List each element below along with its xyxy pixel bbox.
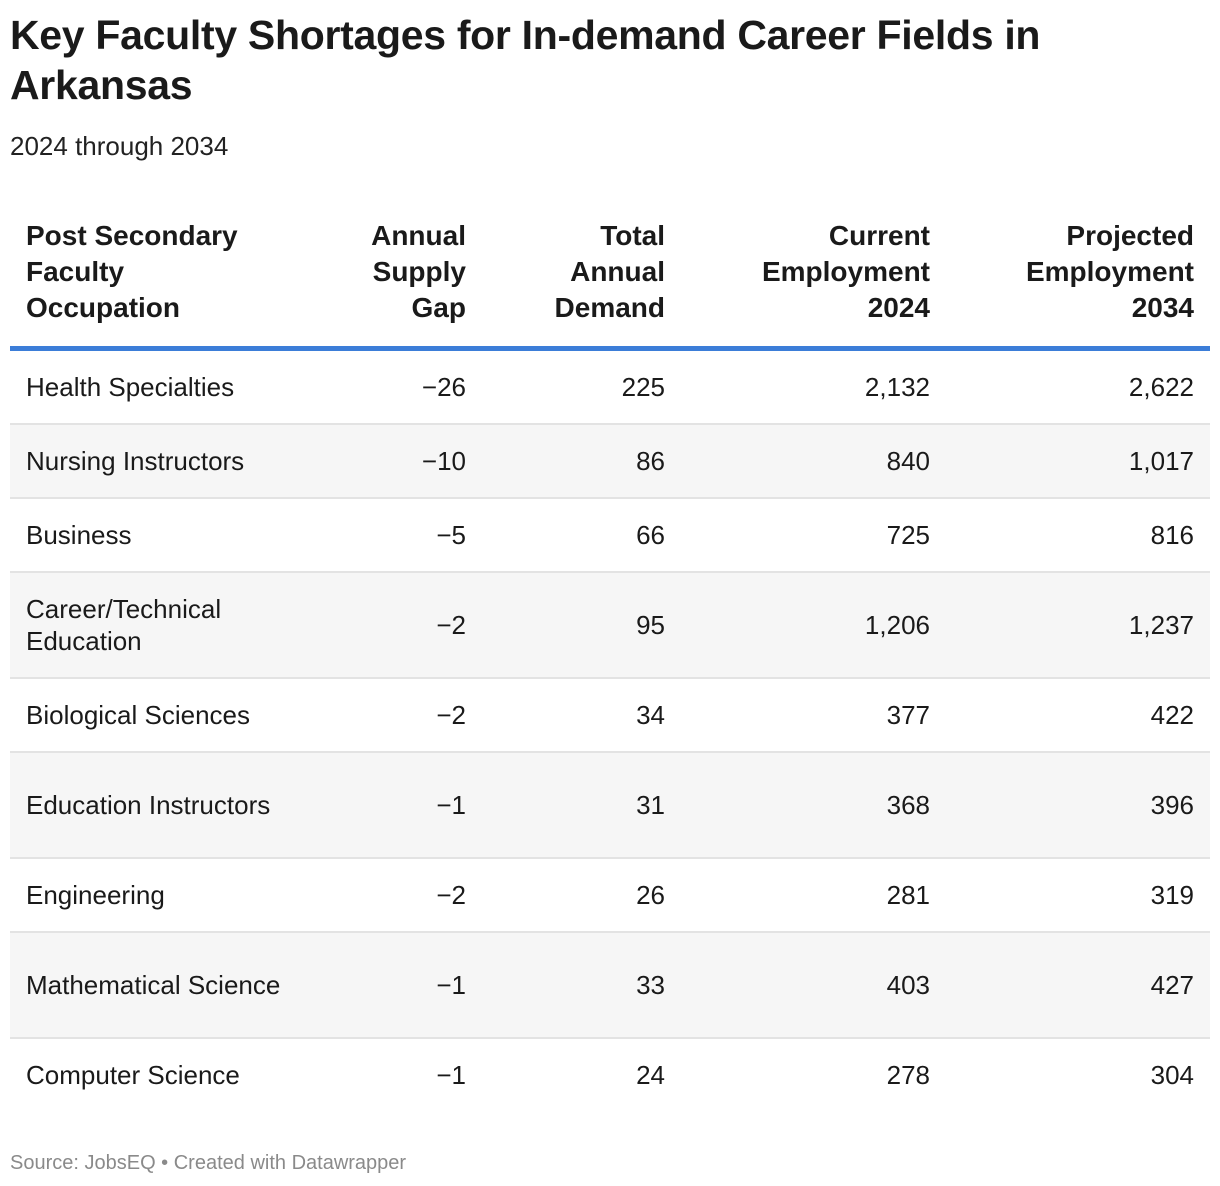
cell-total-demand: 31 bbox=[482, 752, 681, 859]
data-table: Post Secondary Faculty Occupation Annual… bbox=[10, 218, 1210, 1111]
cell-supply-gap: −10 bbox=[306, 424, 482, 499]
chart-title: Key Faculty Shortages for In-demand Care… bbox=[10, 12, 1041, 108]
table-header: Post Secondary Faculty Occupation Annual… bbox=[10, 218, 1210, 351]
cell-current-employment: 403 bbox=[681, 932, 946, 1039]
table-row: Career/Technical Education −2 95 1,206 1… bbox=[10, 572, 1210, 679]
cell-projected-employment: 396 bbox=[946, 752, 1210, 859]
cell-supply-gap: −26 bbox=[306, 348, 482, 425]
cell-supply-gap: −5 bbox=[306, 498, 482, 573]
cell-current-employment: 377 bbox=[681, 678, 946, 753]
cell-occupation: Career/Technical Education bbox=[10, 572, 306, 679]
cell-projected-employment: 816 bbox=[946, 498, 1210, 573]
cell-occupation: Nursing Instructors bbox=[10, 424, 306, 499]
header-row: Post Secondary Faculty Occupation Annual… bbox=[10, 218, 1210, 351]
cell-projected-employment: 304 bbox=[1150, 1060, 1194, 1090]
cell-total-demand: 66 bbox=[482, 498, 681, 573]
cell-supply-gap: −2 bbox=[306, 572, 482, 679]
cell-total-demand: 86 bbox=[482, 424, 681, 499]
cell-supply-gap: −1 bbox=[306, 932, 482, 1039]
cell-supply-gap: −1 bbox=[306, 752, 482, 859]
chart-container: Key Faculty Shortages for In-demand Care… bbox=[10, 10, 1210, 1090]
table-row: Engineering −2 26 281 319 bbox=[10, 858, 1210, 933]
cell-projected-employment: 319 bbox=[946, 858, 1210, 933]
cell-projected-employment: 1,237 bbox=[946, 572, 1210, 679]
cell-current-employment: 1,206 bbox=[681, 572, 946, 679]
column-header-current-employment[interactable]: Current Employment 2024 bbox=[681, 218, 946, 351]
cell-current-employment: 368 bbox=[681, 752, 946, 859]
cell-total-demand: 225 bbox=[482, 348, 681, 425]
cell-projected-employment: 2,622 bbox=[946, 348, 1210, 425]
cell-projected-employment: 427 bbox=[946, 932, 1210, 1039]
cell-current-employment: 840 bbox=[681, 424, 946, 499]
cell-total-demand: 24 bbox=[636, 1060, 665, 1090]
chart-subtitle: 2024 through 2034 bbox=[10, 131, 229, 161]
column-header-supply-gap[interactable]: Annual Supply Gap bbox=[306, 218, 482, 351]
cell-occupation: Biological Sciences bbox=[10, 678, 306, 753]
table-row: Business −5 66 725 816 bbox=[10, 498, 1210, 573]
cell-occupation: Education Instructors bbox=[10, 752, 306, 859]
table-row: Biological Sciences −2 34 377 422 bbox=[10, 678, 1210, 753]
cell-supply-gap: −2 bbox=[306, 678, 482, 753]
cell-projected-employment: 1,017 bbox=[946, 424, 1210, 499]
table-row: Health Specialties −26 225 2,132 2,622 bbox=[10, 348, 1210, 425]
cell-supply-gap: −2 bbox=[306, 858, 482, 933]
cell-current-employment: 2,132 bbox=[681, 348, 946, 425]
table-body: Health Specialties −26 225 2,132 2,622 N… bbox=[10, 348, 1210, 1112]
table-row: Nursing Instructors −10 86 840 1,017 bbox=[10, 424, 1210, 499]
cell-occupation: Mathematical Science bbox=[10, 932, 306, 1039]
cell-current-employment: 278 bbox=[886, 1060, 930, 1090]
cell-occupation: Health Specialties bbox=[10, 348, 306, 425]
cell-total-demand: 26 bbox=[482, 858, 681, 933]
cell-total-demand: 34 bbox=[482, 678, 681, 753]
column-header-occupation[interactable]: Post Secondary Faculty Occupation bbox=[10, 218, 306, 351]
cell-projected-employment: 422 bbox=[946, 678, 1210, 753]
cell-current-employment: 281 bbox=[681, 858, 946, 933]
table-row: Mathematical Science −1 33 403 427 bbox=[10, 932, 1210, 1039]
cell-occupation: Business bbox=[10, 498, 306, 573]
cell-current-employment: 725 bbox=[681, 498, 946, 573]
column-header-projected-employment[interactable]: Projected Employment 2034 bbox=[946, 218, 1210, 351]
table-row: Education Instructors −1 31 368 396 bbox=[10, 752, 1210, 859]
cell-occupation: Engineering bbox=[10, 858, 306, 933]
cell-occupation: Computer Science bbox=[26, 1060, 240, 1090]
cell-total-demand: 95 bbox=[482, 572, 681, 679]
column-header-total-demand[interactable]: Total Annual Demand bbox=[482, 218, 681, 351]
cell-total-demand: 33 bbox=[482, 932, 681, 1039]
table-row: Computer Science −1 24 278 304 bbox=[10, 1038, 1210, 1111]
source-footer: Source: JobsEQ • Created with Datawrappe… bbox=[10, 1152, 407, 1174]
cell-supply-gap: −1 bbox=[436, 1060, 466, 1090]
